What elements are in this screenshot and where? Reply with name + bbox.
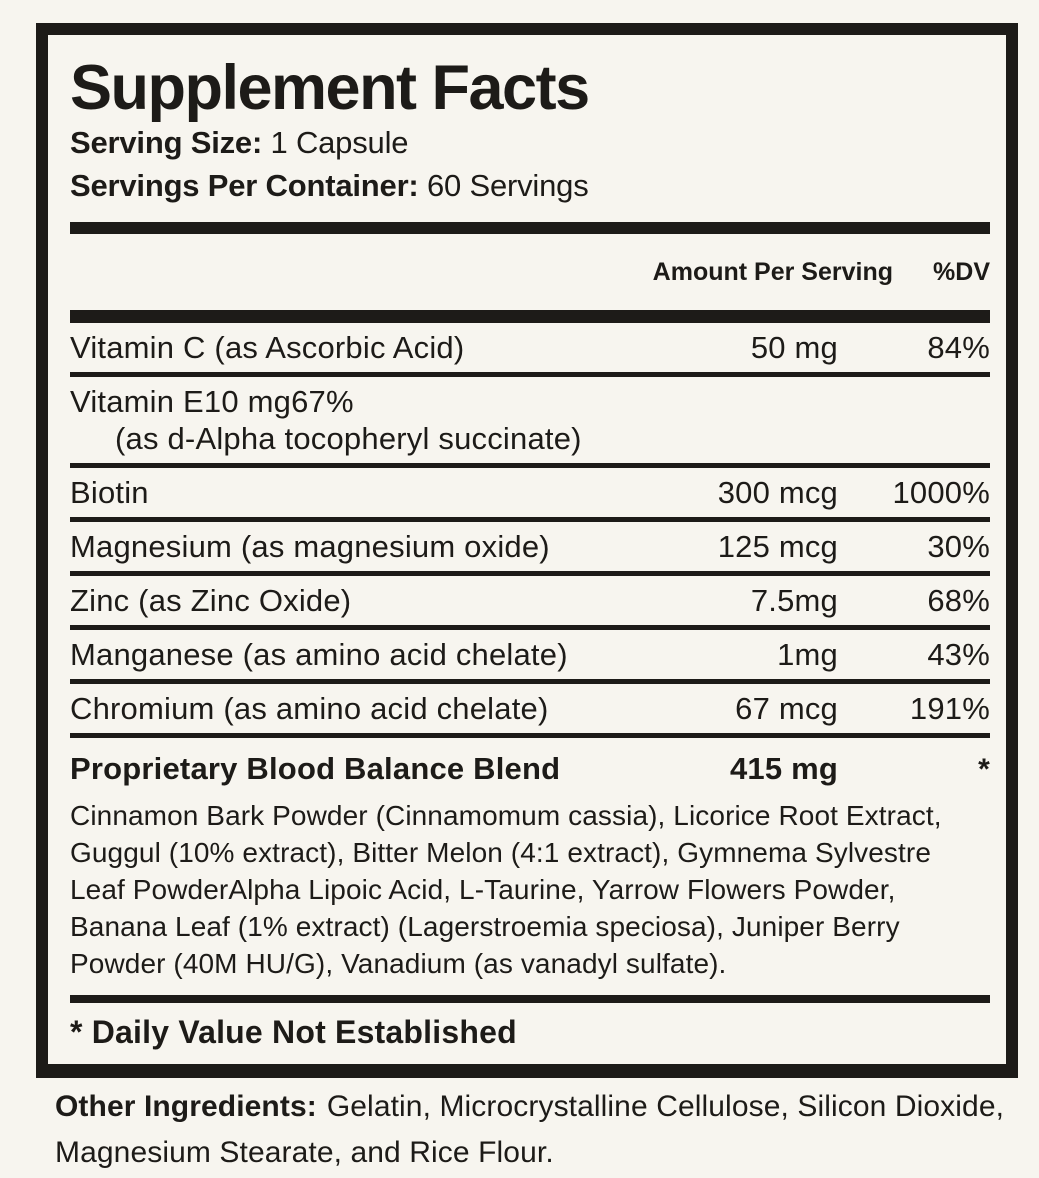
nutrient-row-line: Vitamin E 10 mg 67% [70,385,990,419]
column-header-row: Amount Per Serving %DV [70,234,990,310]
nutrient-row-chromium: Chromium (as amino acid chelate) 67 mcg … [70,684,990,738]
daily-value-footnote: * Daily Value Not Established [70,1014,517,1050]
blend-name: Proprietary Blood Balance Blend [70,751,561,786]
separator-bar-footnote [70,995,990,1003]
blend-ingredients-text: Cinnamon Bark Powder (Cinnamomum cassia)… [70,800,942,979]
blend-dv-asterisk: * [978,753,990,786]
nutrient-row-biotin: Biotin 300 mcg 1000% [70,468,990,522]
other-ingredients-line: Other Ingredients: Gelatin, Microcrystall… [55,1084,1005,1176]
panel-title: Supplement Facts [70,53,590,123]
blend-amount: 415 mg [729,751,838,786]
nutrient-name: Biotin [70,475,149,510]
nutrient-amount: 7.5mg [750,583,838,618]
nutrient-dv: 30% [927,529,990,564]
nutrient-amount: 67 mcg [735,691,838,726]
other-ingredients-value: Gelatin, Microcrystalline Cellulose, Sil… [55,1090,1005,1169]
nutrient-row-vitamin-c: Vitamin C (as Ascorbic Acid) 50 mg 84% [70,323,990,377]
percent-dv-header: %DV [933,258,990,286]
nutrient-name: Vitamin C (as Ascorbic Acid) [70,330,465,365]
serving-size-line: Serving Size: 1 Capsule [70,121,990,164]
nutrient-name: Chromium (as amino acid chelate) [70,691,549,726]
nutrient-row-zinc: Zinc (as Zinc Oxide) 7.5mg 68% [70,576,990,630]
nutrient-name-subline: (as d-Alpha tocopheryl succinate) [115,421,582,456]
serving-size-value: 1 Capsule [270,125,409,160]
nutrient-dv: 68% [927,583,990,618]
nutrient-amount: 125 mcg [717,529,838,564]
nutrient-dv: 84% [927,330,990,365]
servings-per-container-label: Servings Per Container: [70,168,419,203]
nutrient-dv: 43% [927,637,990,672]
servings-per-container-value: 60 Servings [426,168,589,203]
serving-size-label: Serving Size: [70,125,263,160]
nutrient-row-magnesium: Magnesium (as magnesium oxide) 125 mcg 3… [70,522,990,576]
nutrient-amount: 50 mg [750,330,838,365]
nutrient-amount: 1mg [777,637,838,672]
proprietary-blend-row: Proprietary Blood Balance Blend 415 mg * [70,738,990,789]
amount-per-serving-header: Amount Per Serving [652,258,893,286]
nutrient-name: Magnesium (as magnesium oxide) [70,529,550,564]
nutrient-row-manganese: Manganese (as amino acid chelate) 1mg 43… [70,630,990,684]
nutrient-dv: 1000% [892,475,990,510]
nutrient-dv: 191% [909,691,990,726]
separator-bar-header [70,310,990,323]
nutrient-amount: 10 mg [203,384,292,419]
other-ingredients-label: Other Ingredients: [55,1090,317,1123]
nutrient-name: Manganese (as amino acid chelate) [70,637,568,672]
nutrient-name: Vitamin E [70,384,204,419]
separator-bar-top [70,222,990,234]
supplement-facts-panel: Supplement Facts Serving Size: 1 Capsule… [36,23,1018,1078]
nutrient-name: Zinc (as Zinc Oxide) [70,583,352,618]
servings-per-container-line: Servings Per Container: 60 Servings [70,164,990,207]
nutrient-dv: 67% [291,384,354,419]
nutrient-row-vitamin-e: Vitamin E 10 mg 67% (as d-Alpha tocopher… [70,377,990,468]
nutrient-amount: 300 mcg [717,475,838,510]
